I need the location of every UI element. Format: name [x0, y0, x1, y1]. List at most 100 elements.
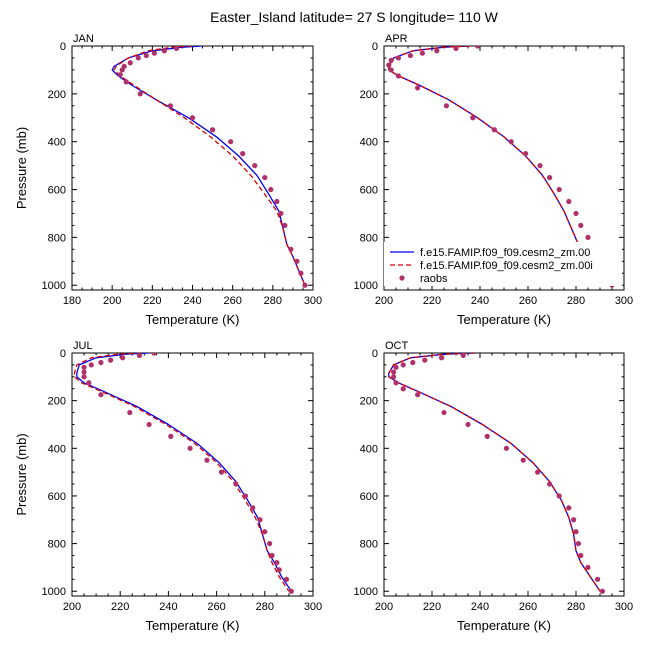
raobs-point — [189, 115, 196, 121]
raobs-point — [388, 67, 394, 73]
raobs-point — [107, 357, 114, 363]
x-tick-label: 300 — [615, 295, 633, 307]
y-tick-label: 1000 — [354, 280, 378, 292]
y-tick-label: 800 — [360, 539, 378, 551]
raobs-point — [460, 353, 466, 358]
raobs-point — [484, 433, 490, 439]
legend: f.e15.FAMIP.f09_f09.cesm2_zm.00f.e15.FAM… — [384, 242, 622, 286]
y-tick-label: 600 — [360, 185, 378, 197]
raobs-point — [407, 52, 413, 59]
raobs-point — [218, 469, 225, 475]
x-tick-label: 180 — [63, 295, 81, 307]
legend-background — [384, 242, 622, 286]
x-tick-label: 260 — [519, 295, 537, 307]
raobs-point — [257, 517, 263, 523]
panel-label: JUL — [73, 340, 93, 352]
x-tick-label: 220 — [111, 601, 129, 613]
x-tick-label: 200 — [63, 601, 81, 613]
raobs-point — [278, 210, 284, 217]
panel-label: APR — [385, 33, 408, 45]
raobs-point — [491, 127, 497, 133]
y-tick-label: 1000 — [354, 586, 378, 598]
raobs-point — [127, 60, 133, 66]
raobs-point — [269, 552, 275, 559]
raobs-point — [119, 67, 125, 73]
raobs-point — [523, 151, 529, 157]
raobs-point — [585, 234, 591, 240]
raobs-point — [391, 374, 397, 380]
raobs-point — [578, 222, 584, 229]
raobs-point — [252, 163, 258, 169]
x-tick-label: 240 — [183, 295, 201, 307]
y-tick-label: 800 — [48, 539, 66, 551]
x-tick-label: 200 — [103, 295, 121, 307]
raobs-point — [86, 380, 92, 386]
raobs-point — [537, 163, 543, 169]
panel-label: OCT — [385, 340, 409, 352]
y-tick-label: 400 — [48, 443, 66, 455]
y-tick-label: 0 — [372, 348, 378, 360]
x-tick-label: 260 — [223, 295, 241, 307]
y-tick-label: 800 — [48, 232, 66, 244]
panels: 180 200 220 240 260 280 300 0 200 400 600 800 1000 JA… — [14, 33, 633, 633]
raobs-point — [146, 421, 152, 428]
raobs-point — [117, 72, 123, 78]
x-tick-label: 220 — [423, 601, 441, 613]
raobs-point — [120, 355, 126, 361]
panel-oct: 200 220 240 260 280 300 0 200 400 600 800 1000 OCT Te… — [354, 340, 634, 633]
raobs-point — [573, 210, 579, 217]
legend-swatch-raobs — [399, 275, 405, 281]
y-tick-label: 0 — [372, 41, 378, 53]
x-tick-label: 280 — [567, 295, 585, 307]
raobs-point — [415, 85, 421, 91]
raobs-point — [556, 186, 562, 193]
raobs-point — [298, 270, 304, 276]
model-00-line — [388, 353, 601, 592]
raobs-point — [123, 79, 129, 85]
x-tick-label: 300 — [304, 601, 322, 613]
y-tick-label: 400 — [360, 137, 378, 149]
x-tick-label: 200 — [375, 601, 393, 613]
raobs-point — [595, 576, 601, 582]
raobs-point — [151, 50, 157, 56]
raobs-point — [599, 588, 606, 594]
raobs-point — [228, 139, 234, 145]
raobs-point — [578, 552, 584, 559]
raobs-point — [88, 362, 94, 368]
x-axis-title: Temperature (K) — [457, 618, 551, 633]
raobs-point — [98, 392, 104, 398]
raobs-point — [143, 52, 149, 59]
raobs-point — [393, 364, 399, 370]
raobs-point — [585, 564, 591, 571]
raobs-point — [288, 246, 294, 252]
y-tick-label: 600 — [48, 185, 66, 197]
raobs-point — [98, 359, 104, 366]
raobs-point — [434, 48, 440, 54]
y-tick-label: 200 — [360, 89, 378, 101]
raobs-point — [400, 386, 406, 392]
raobs-point — [566, 505, 572, 511]
raobs-point — [250, 505, 256, 511]
raobs-point — [136, 353, 143, 358]
y-axis-title: Pressure (mb) — [14, 433, 29, 515]
raobs-point — [410, 359, 416, 366]
raobs-point — [422, 357, 428, 363]
plot-frame — [383, 352, 625, 597]
plot-area — [73, 353, 294, 594]
y-tick-label: 1000 — [42, 586, 66, 598]
x-tick-label: 260 — [207, 601, 225, 613]
raobs-point — [535, 469, 541, 475]
raobs-point — [388, 57, 394, 63]
panel-jan: 180 200 220 240 260 280 300 0 200 400 600 800 1000 JA… — [14, 33, 322, 327]
y-tick-label: 600 — [48, 491, 66, 503]
raobs-point — [508, 139, 514, 145]
panel-label: JAN — [73, 33, 94, 45]
legend-entry: raobs — [420, 273, 448, 285]
y-tick-label: 200 — [48, 89, 66, 101]
panel-jul: 200 220 240 260 280 300 0 200 400 600 800 1000 JUL Te… — [14, 340, 322, 633]
y-axis-title: Pressure (mb) — [14, 127, 29, 209]
raobs-point — [268, 186, 274, 193]
plot-area — [388, 353, 606, 594]
raobs-point — [393, 380, 399, 386]
raobs-point — [262, 174, 268, 181]
